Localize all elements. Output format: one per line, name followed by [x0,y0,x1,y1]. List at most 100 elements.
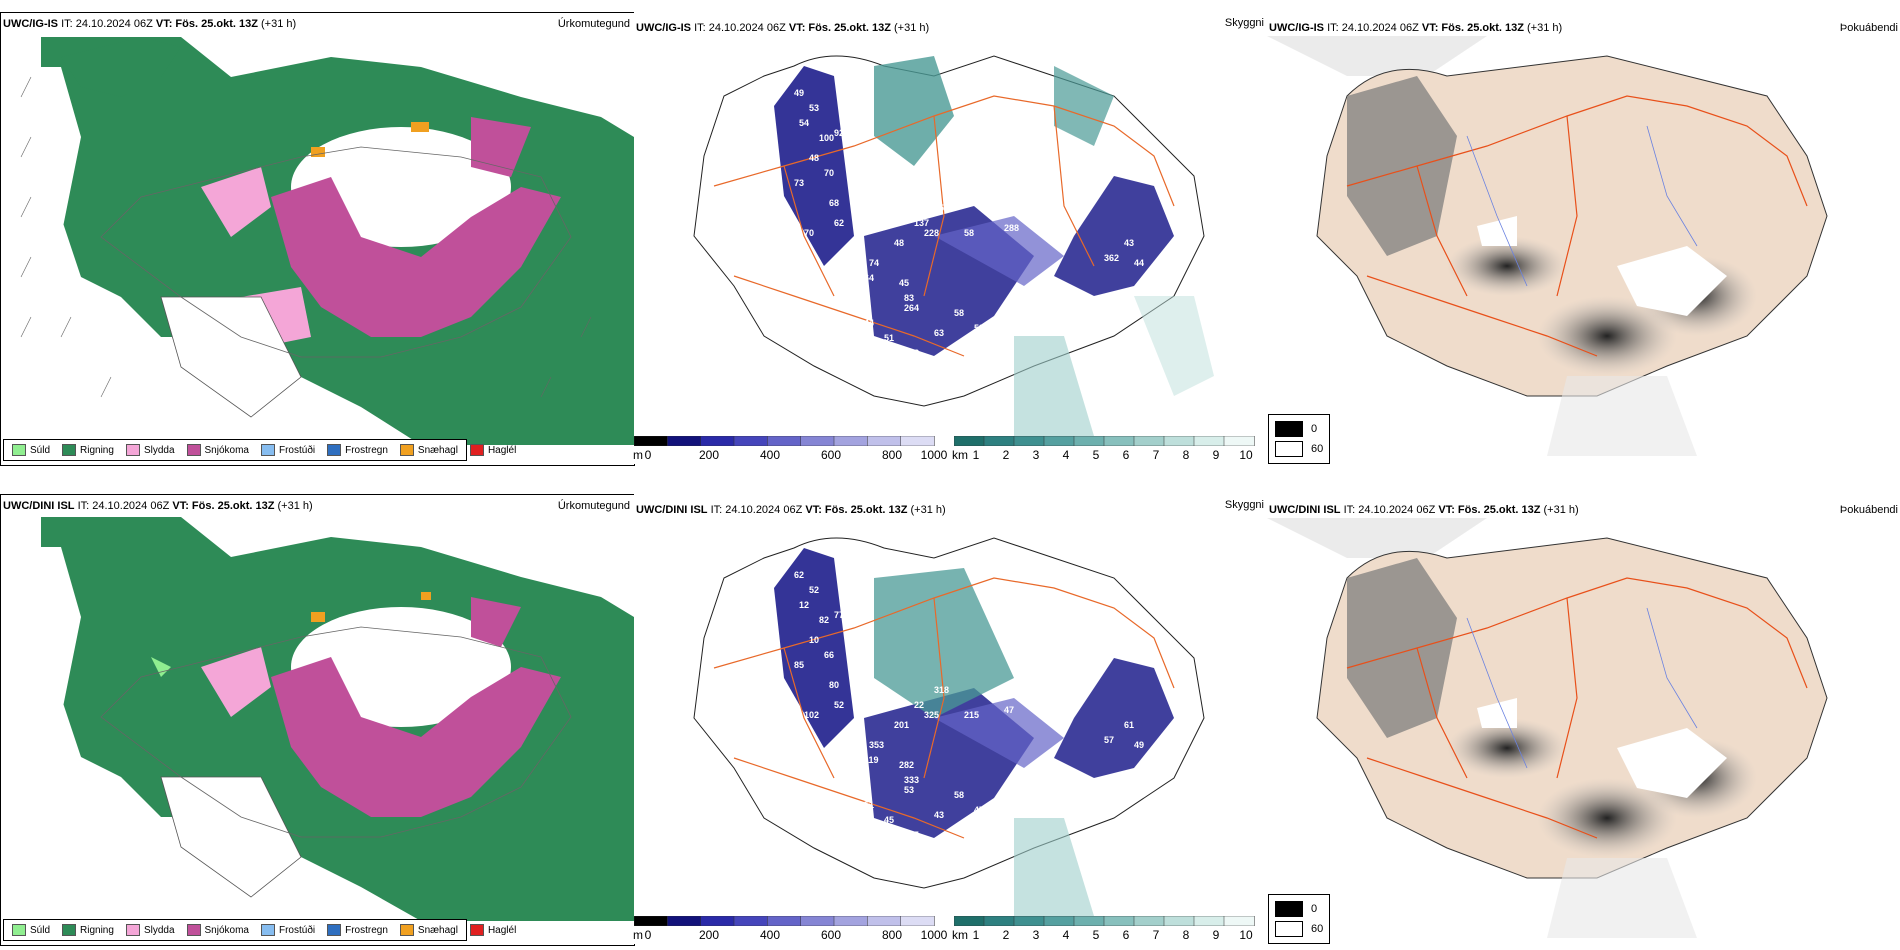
legend-item: 60 [1275,439,1323,459]
height-label: 80 [829,680,839,690]
visibility-ticks: km 1 2 3 4 5 6 7 8 9 10 [952,928,1253,942]
legend-item: Súld [12,924,50,936]
height-label: 36 [894,845,904,855]
height-label: 85 [794,660,804,670]
colorbar-segment [833,916,869,926]
height-ticks: m 0 200 400 600 800 1000 [633,928,948,942]
height-colorbar [634,436,935,446]
height-label: 57 [1104,735,1114,745]
colorbar-segment [1043,436,1075,446]
legend-item: Snjókoma [186,444,249,456]
colorbar-segment [800,916,835,926]
legend-item: Slydda [125,924,175,936]
visibility-panel-row1: UWC/IG-IS IT: 24.10.2024 06Z VT: Fös. 25… [633,12,1266,464]
panel-name: Úrkomutegund [557,500,630,512]
height-label: 73 [794,178,804,188]
height-label: 68 [829,198,839,208]
colorbar-segment [733,436,769,446]
height-label: 44 [994,800,1004,810]
dewpoint-panel-row1: UWC/IG-IS IT: 24.10.2024 06Z VT: Fös. 25… [1267,12,1900,464]
height-label: 53 [809,103,819,113]
colorbar-segment [634,436,669,446]
colorbar-segment [1013,436,1045,446]
legend-item: Snjókoma [186,924,249,936]
visibility-ticks: km 1 2 3 4 5 6 7 8 9 10 [952,448,1253,462]
height-label: 55 [909,830,919,840]
colorbar-segment [1073,916,1105,926]
height-label: 64 [864,273,874,283]
height-label: 47 [1004,705,1014,715]
legend-item: Haglél [469,444,516,456]
visibility-colorbar [954,916,1255,926]
legend-item: 60 [1275,919,1323,939]
height-label: 58 [964,228,974,238]
colorbar-segment [983,916,1015,926]
height-label: 70 [804,228,814,238]
height-label: 48 [809,153,819,163]
panel-title: UWC/IG-IS IT: 24.10.2024 06Z VT: Fös. 25… [3,18,297,30]
colorbar-segment [1103,436,1135,446]
height-label: 62 [834,218,844,228]
precip-legend: Súld Rigning Slydda Snjókoma Frostúði Fr… [3,439,516,461]
legend-item: 0 [1275,899,1323,919]
dewpoint-panel-row2: UWC/DINI ISL IT: 24.10.2024 06Z VT: Fös.… [1267,494,1900,944]
legend-item: Snæhagl [399,924,458,936]
colorbar-segment [867,436,902,446]
height-label: 333 [904,775,919,785]
colorbar-segment [1043,916,1075,926]
colorbar-segment [900,916,935,926]
height-label: 92 [834,128,844,138]
colorbar-segment [954,916,985,926]
height-label: 22 [914,700,924,710]
colorbar-segment [1193,916,1225,926]
legend-item: Frostúði [260,924,315,936]
height-label: 228 [924,228,939,238]
visibility-colorbar [954,436,1255,446]
colorbar-segment [667,916,702,926]
height-label: 58 [954,790,964,800]
height-label: 51 [864,800,874,810]
height-label: 362 [1104,253,1119,263]
height-label: 12 [799,600,809,610]
legend-item: Frostregn [327,444,388,456]
height-label: 82 [819,615,829,625]
height-label: 100 [819,133,834,143]
colorbar-segment [1133,436,1165,446]
colorbar-segment [1193,436,1225,446]
panel-name: Þokuábendi [1839,22,1898,34]
height-label: 264 [904,303,919,313]
height-label: 62 [794,570,804,580]
legend-item: Haglél [469,924,516,936]
colorbar-segment [867,916,902,926]
height-label: 318 [934,685,949,695]
legend-item: Súld [12,444,50,456]
colorbar-segment [1223,436,1255,446]
height-label: 137 [914,218,929,228]
height-label: 44 [1134,258,1144,268]
panel-name: Úrkomutegund [557,18,630,30]
height-label: 63 [934,328,944,338]
panel-title: UWC/IG-IS IT: 24.10.2024 06Z VT: Fös. 25… [1269,22,1563,34]
height-label: 48 [909,348,919,358]
colorbar-segment [1163,916,1195,926]
colorbar-segment [767,916,802,926]
height-label: 43 [1124,238,1134,248]
legend-item: Frostúði [260,444,315,456]
height-label: 45 [899,278,909,288]
height-colorbar [634,916,935,926]
colorbar-segment [1013,916,1045,926]
legend-item: 0 [1275,419,1323,439]
panel-title: UWC/DINI ISL IT: 24.10.2024 06Z VT: Fös.… [3,500,313,512]
dewpoint-map [1267,36,1828,456]
colorbar-segment [700,916,735,926]
height-label: 215 [964,710,979,720]
colorbar-segment [667,436,702,446]
height-label: 43 [934,810,944,820]
colorbar-segment [983,436,1015,446]
height-label: 54 [799,118,809,128]
colorbar-segment [800,436,835,446]
colorbar-segment [733,916,769,926]
colorbar-segment [1163,436,1195,446]
height-label: 119 [864,755,879,765]
